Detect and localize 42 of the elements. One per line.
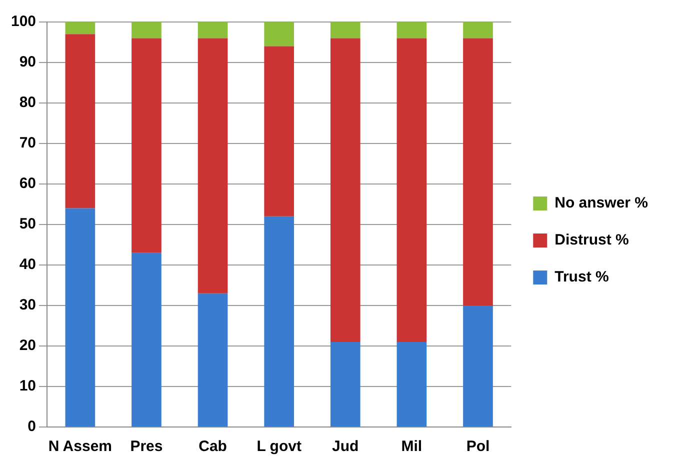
x-tick-label: Pres bbox=[130, 438, 163, 456]
bar bbox=[65, 34, 96, 208]
bar bbox=[463, 22, 493, 38]
x-tick-label: Pol bbox=[466, 438, 490, 456]
bar bbox=[330, 22, 360, 38]
bar bbox=[132, 252, 162, 426]
legend-label: Distrust % bbox=[554, 232, 629, 249]
bar bbox=[396, 342, 427, 426]
y-tick-label: 90 bbox=[19, 54, 36, 71]
bar bbox=[198, 38, 228, 294]
legend-label: No answer % bbox=[554, 194, 648, 212]
y-tick-label: 0 bbox=[28, 418, 36, 436]
bar bbox=[330, 342, 360, 426]
y-tick-label: 50 bbox=[19, 216, 36, 233]
y-tick-label: 30 bbox=[19, 296, 36, 314]
x-tick-label: Cab bbox=[198, 438, 227, 456]
bar bbox=[463, 38, 493, 306]
bar bbox=[264, 46, 294, 216]
y-tick-label: 60 bbox=[19, 175, 36, 192]
bar bbox=[65, 22, 96, 34]
x-tick-label: Mil bbox=[401, 438, 422, 456]
x-tick-label: N Assem bbox=[48, 438, 112, 456]
y-tick-label: 70 bbox=[19, 134, 36, 152]
bar bbox=[198, 293, 228, 426]
bar bbox=[396, 38, 427, 342]
y-tick-label: 100 bbox=[10, 13, 36, 30]
bar bbox=[132, 38, 162, 253]
y-tick-label: 40 bbox=[19, 256, 36, 274]
bar bbox=[463, 306, 493, 426]
y-tick-label: 10 bbox=[19, 378, 36, 395]
bar bbox=[198, 22, 228, 38]
y-tick-label: 20 bbox=[19, 337, 36, 354]
x-tick-label: L govt bbox=[256, 438, 302, 456]
x-tick-label: Jud bbox=[332, 438, 359, 456]
bar bbox=[330, 38, 360, 342]
bar bbox=[396, 22, 427, 38]
bar bbox=[132, 22, 162, 38]
bar bbox=[65, 208, 96, 426]
bar bbox=[264, 22, 294, 46]
bar bbox=[264, 216, 294, 426]
legend-label: Trust % bbox=[554, 268, 609, 286]
y-tick-label: 80 bbox=[19, 94, 36, 112]
